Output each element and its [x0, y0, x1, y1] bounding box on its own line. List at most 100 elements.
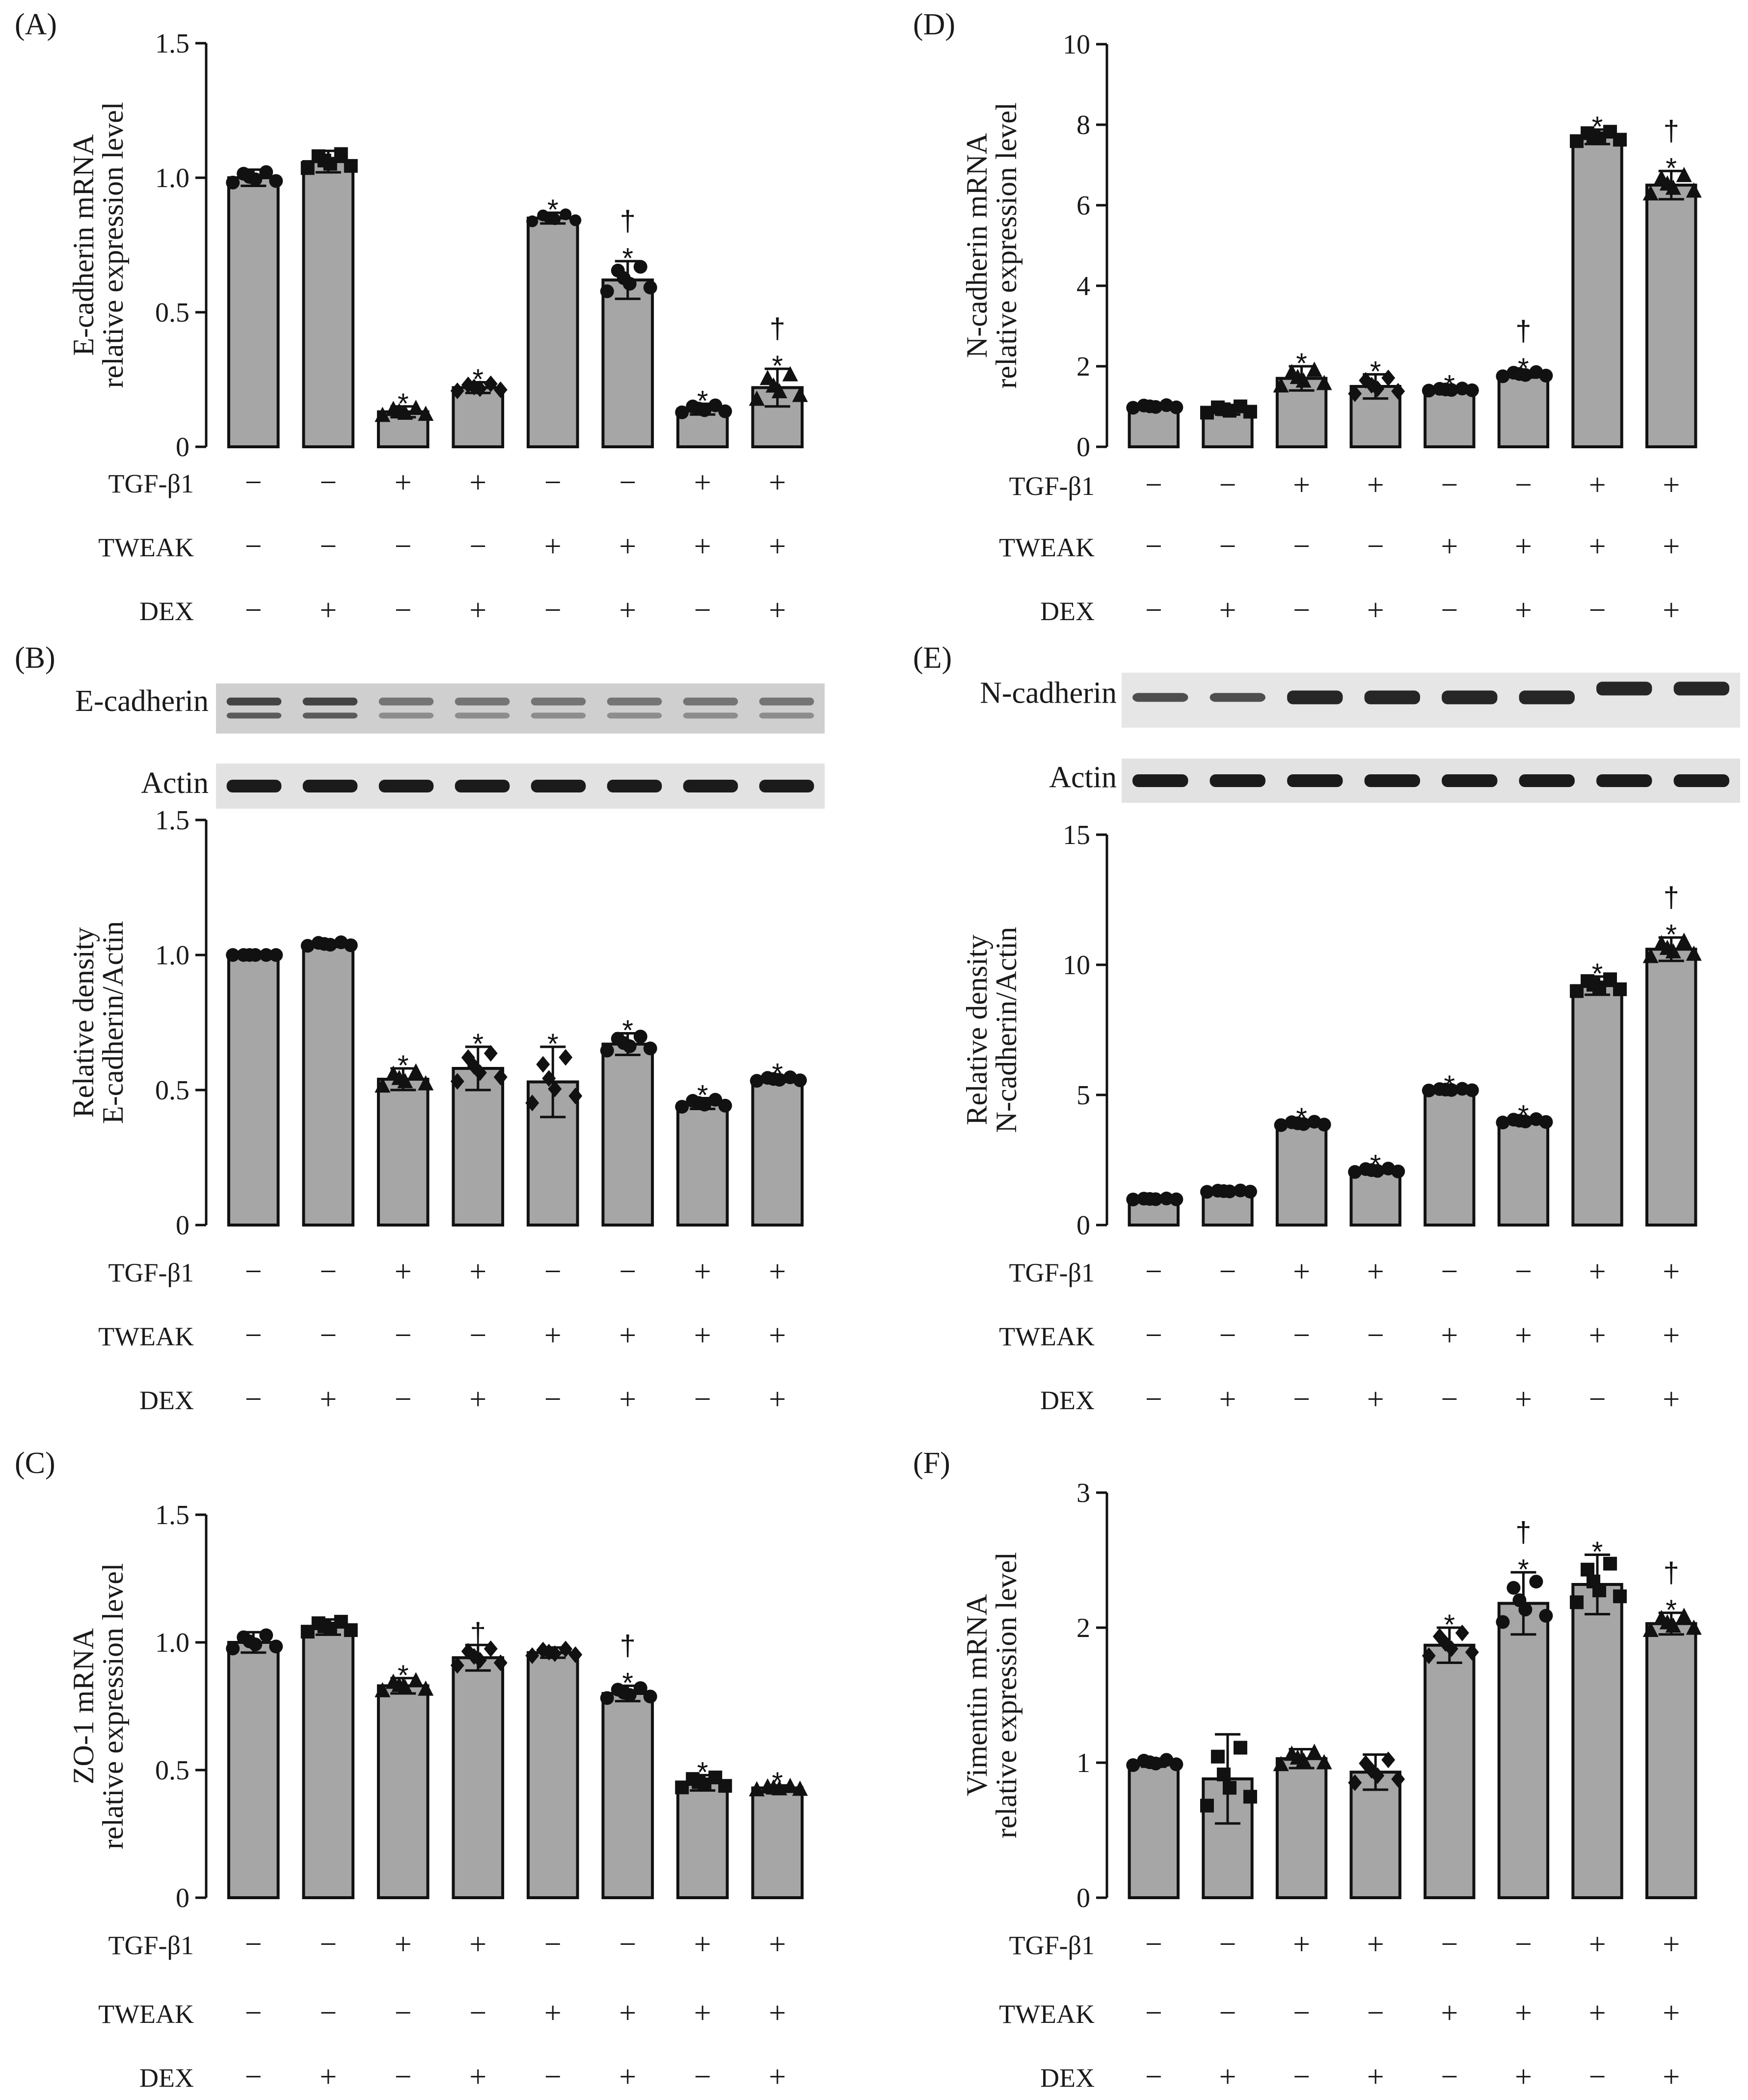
condition-sign: + [1293, 1928, 1310, 1961]
condition-sign: − [1219, 1255, 1236, 1288]
condition-label: DEX [1040, 2063, 1095, 2093]
data-point [467, 1648, 481, 1665]
condition-label: TGF-β1 [108, 1258, 194, 1287]
data-point [1603, 1556, 1617, 1571]
condition-sign: − [245, 1255, 262, 1288]
data-point [484, 375, 498, 392]
condition-sign: − [1515, 1255, 1532, 1288]
blot-protein-label: N-cadherin [980, 677, 1117, 710]
bar [302, 1625, 355, 1900]
condition-sign: + [1219, 594, 1236, 627]
condition-sign: − [619, 1928, 636, 1961]
y-tick-label: 10 [1063, 29, 1090, 60]
y-tick-label: 1.0 [155, 1628, 189, 1658]
panel-letter: (A) [15, 8, 57, 41]
protein-band [455, 697, 510, 706]
data-point [617, 1686, 631, 1700]
data-point [1587, 129, 1601, 143]
significance-asterisk: * [1444, 1609, 1455, 1641]
significance-asterisk: * [772, 1058, 783, 1090]
data-point [1686, 182, 1702, 198]
condition-sign: − [395, 594, 412, 627]
bar [1128, 1761, 1180, 1899]
significance-asterisk: * [1296, 1102, 1307, 1134]
condition-sign: − [1145, 1383, 1162, 1416]
y-axis-label: N-cadherin/Actin [990, 927, 1022, 1133]
bar [676, 1102, 729, 1227]
condition-sign: + [769, 2060, 786, 2094]
y-axis-label: relative expression level [97, 102, 129, 388]
data-point [1613, 133, 1627, 147]
data-point [633, 1681, 647, 1695]
condition-sign: − [1293, 530, 1310, 563]
condition-sign: − [1145, 1996, 1162, 2030]
y-axis-label: N-cadherin mRNA [961, 133, 993, 358]
data-point [1316, 375, 1332, 390]
significance-dagger: † [1664, 1557, 1679, 1589]
condition-sign: − [320, 1996, 337, 2030]
condition-sign: − [395, 530, 412, 563]
data-point [269, 948, 283, 962]
significance-asterisk: * [398, 1660, 409, 1691]
condition-sign: + [1515, 1319, 1532, 1352]
condition-sign: − [1441, 1255, 1458, 1288]
bar [1645, 1622, 1697, 1899]
y-tick-label: 1.0 [155, 163, 189, 193]
condition-sign: + [694, 1928, 711, 1961]
condition-label: DEX [1040, 597, 1095, 626]
condition-sign: − [1219, 1319, 1236, 1352]
condition-sign: + [1663, 1996, 1680, 2030]
bar [1349, 1169, 1401, 1227]
condition-sign: + [619, 1319, 636, 1352]
data-point [1496, 1116, 1510, 1130]
condition-sign: − [1441, 2060, 1458, 2094]
condition-sign: + [1367, 1928, 1384, 1961]
condition-sign: + [769, 1928, 786, 1961]
data-point [782, 366, 798, 382]
data-point [344, 938, 358, 953]
data-point [600, 284, 614, 299]
data-point [375, 1077, 391, 1093]
condition-sign: + [1589, 1319, 1606, 1352]
condition-sign: − [1145, 2060, 1162, 2094]
data-point [1676, 932, 1692, 948]
data-point [1570, 1595, 1584, 1609]
data-point [617, 271, 631, 285]
condition-sign: + [469, 1928, 486, 1961]
data-point [1126, 1758, 1140, 1772]
condition-sign: − [1441, 594, 1458, 627]
protein-band [531, 697, 586, 706]
data-point [259, 165, 273, 179]
data-point [334, 147, 348, 161]
protein-band [607, 712, 662, 719]
condition-sign: − [1515, 468, 1532, 502]
significance-dagger: † [620, 205, 636, 237]
condition-sign: + [1219, 1383, 1236, 1416]
y-tick-label: 10 [1063, 950, 1090, 981]
condition-sign: − [544, 1255, 562, 1288]
y-axis-label: Relative density [67, 927, 100, 1118]
data-point [450, 1073, 464, 1090]
significance-asterisk: * [1518, 1100, 1529, 1132]
data-point [269, 1639, 283, 1654]
data-point [1169, 400, 1183, 414]
protein-band [455, 712, 510, 719]
condition-sign: + [544, 530, 562, 563]
significance-dagger: † [1664, 115, 1679, 147]
condition-sign: − [544, 2060, 562, 2094]
condition-sign: + [694, 1255, 711, 1288]
condition-sign: + [769, 530, 786, 563]
data-point [633, 1030, 647, 1044]
condition-sign: + [320, 2060, 337, 2094]
data-point [1200, 1799, 1214, 1813]
data-point [1274, 1118, 1288, 1132]
data-point [1455, 1624, 1469, 1641]
condition-label: TGF-β1 [1009, 471, 1095, 501]
condition-sign: + [1663, 530, 1680, 563]
data-point [1365, 1762, 1379, 1779]
data-point [1512, 1593, 1527, 1608]
condition-sign: − [544, 1383, 562, 1416]
data-point [1422, 1083, 1436, 1097]
blot-actin-label: Actin [141, 766, 209, 800]
data-point [1126, 1192, 1140, 1206]
